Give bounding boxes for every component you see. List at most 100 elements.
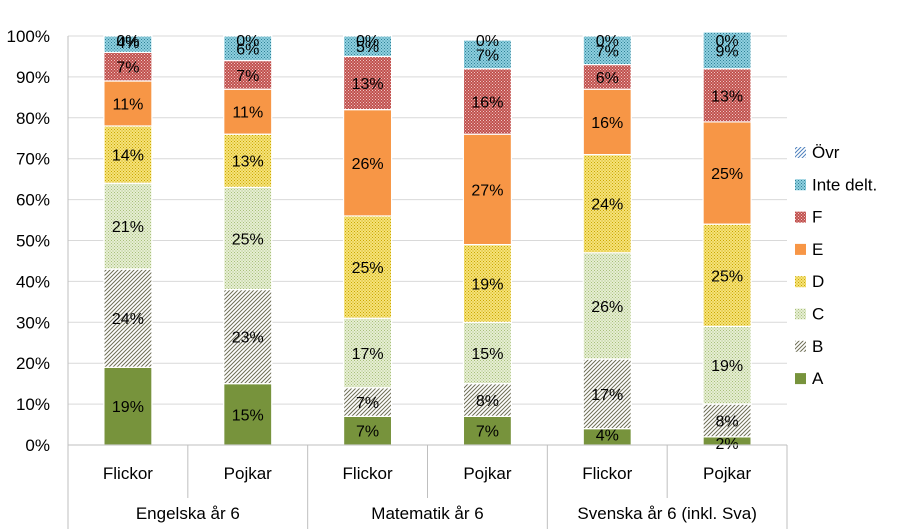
data-label: 16% [471, 94, 503, 111]
data-label: 5% [356, 39, 379, 56]
data-label: 0% [716, 33, 739, 50]
legend-label: E [812, 240, 823, 259]
bar-segment-d [462, 243, 513, 323]
data-label: 25% [711, 166, 743, 183]
bar-segment-e [462, 133, 513, 246]
data-label: 11% [112, 96, 143, 113]
gridlines [67, 35, 787, 446]
data-label: 8% [716, 413, 739, 430]
bar-segment-d [223, 133, 273, 188]
bar-segment-b [342, 387, 393, 417]
data-label: 15% [471, 346, 503, 363]
data-label: 26% [591, 299, 623, 316]
bar-segment-e [702, 121, 752, 225]
data-label: 7% [116, 60, 139, 77]
y-tick-label: 40% [16, 272, 50, 291]
y-tick-label: 10% [16, 395, 50, 414]
data-label: 24% [112, 311, 144, 328]
data-label: 4% [116, 35, 139, 52]
data-label: 13% [352, 76, 384, 93]
data-label: 19% [471, 276, 503, 293]
legend-swatch [795, 243, 806, 255]
legend-label: C [812, 305, 824, 324]
legend-label: A [812, 369, 824, 388]
legend-label: B [812, 337, 823, 356]
x-tick-label: Flickor [343, 464, 393, 483]
data-label: 7% [596, 43, 619, 60]
legend-swatch [795, 179, 806, 191]
bar-segment-inte-delt- [462, 39, 513, 70]
data-label: 25% [711, 268, 743, 285]
bar-segment-b [223, 288, 273, 385]
data-label: 25% [232, 231, 264, 248]
data-label: 17% [591, 387, 623, 404]
data-label: 0% [236, 33, 259, 50]
x-group-label: Svenska år 6 (inkl. Sva) [577, 504, 757, 523]
x-tick-label: Pojkar [463, 464, 512, 483]
legend-label: D [812, 272, 824, 291]
bar-segment-c [223, 186, 273, 291]
x-tick-label: Pojkar [703, 464, 752, 483]
data-label: 19% [112, 399, 144, 416]
bar-segment-f [342, 55, 393, 111]
legend-swatch [795, 276, 806, 288]
data-label: 7% [356, 395, 379, 412]
bar-segment-d [702, 223, 752, 327]
x-group-label: Engelska år 6 [136, 504, 240, 523]
data-label: 2% [716, 436, 739, 453]
data-label: 23% [232, 330, 264, 347]
bar-segment-e [223, 88, 273, 135]
data-label: 25% [352, 260, 384, 277]
data-label: 7% [236, 68, 259, 85]
y-tick-label: 90% [16, 68, 50, 87]
bar-segment-e [103, 80, 153, 127]
bar-segment-c [702, 325, 752, 405]
bar-segment-f [582, 64, 632, 90]
bar-segment-f [223, 59, 273, 90]
y-tick-label: 50% [16, 232, 50, 251]
y-tick-label: 100% [7, 27, 50, 46]
data-label: 4% [596, 428, 619, 445]
bar-segment-inte-delt- [223, 35, 273, 62]
y-tick-label: 0% [25, 436, 50, 455]
legend-swatch [795, 340, 806, 352]
bar-segment-f [702, 68, 752, 123]
data-label: 16% [591, 115, 623, 132]
legend-swatch [795, 147, 806, 158]
data-label: 13% [232, 154, 264, 171]
data-label: 6% [236, 41, 259, 58]
y-tick-label: 30% [16, 313, 50, 332]
data-label: 14% [112, 148, 144, 165]
data-label: 11% [232, 105, 263, 122]
data-label: 0% [116, 33, 139, 50]
legend-swatch [795, 211, 806, 223]
x-group-label: Matematik år 6 [371, 504, 483, 523]
data-label: 7% [476, 47, 499, 64]
bar-segment-f [462, 68, 513, 135]
x-tick-label: Flickor [103, 464, 153, 483]
bar-segment-inte-delt- [702, 31, 752, 70]
data-label: 13% [711, 88, 743, 105]
bar-segment-f [103, 51, 153, 82]
bars [103, 31, 752, 446]
data-label: 7% [356, 424, 379, 441]
y-tick-label: 60% [16, 191, 50, 210]
bar-segment-e [342, 109, 393, 217]
legend-swatch [795, 308, 806, 320]
data-label: 27% [471, 182, 503, 199]
data-label: 24% [591, 197, 623, 214]
data-label: 7% [476, 424, 499, 441]
bar-segment-c [342, 317, 393, 389]
data-label: 19% [711, 358, 743, 375]
data-label: 0% [596, 33, 619, 50]
data-label: 21% [112, 219, 144, 236]
data-label: 26% [352, 156, 384, 173]
bar-segment-c [462, 321, 513, 385]
data-labels: 19%24%21%14%11%7%4%0%15%23%25%13%11%7%6%… [112, 33, 743, 453]
legend-label: Övr [812, 143, 840, 162]
data-label: 0% [476, 33, 499, 50]
data-label: 15% [232, 407, 264, 424]
bar-segment-a [342, 415, 393, 446]
